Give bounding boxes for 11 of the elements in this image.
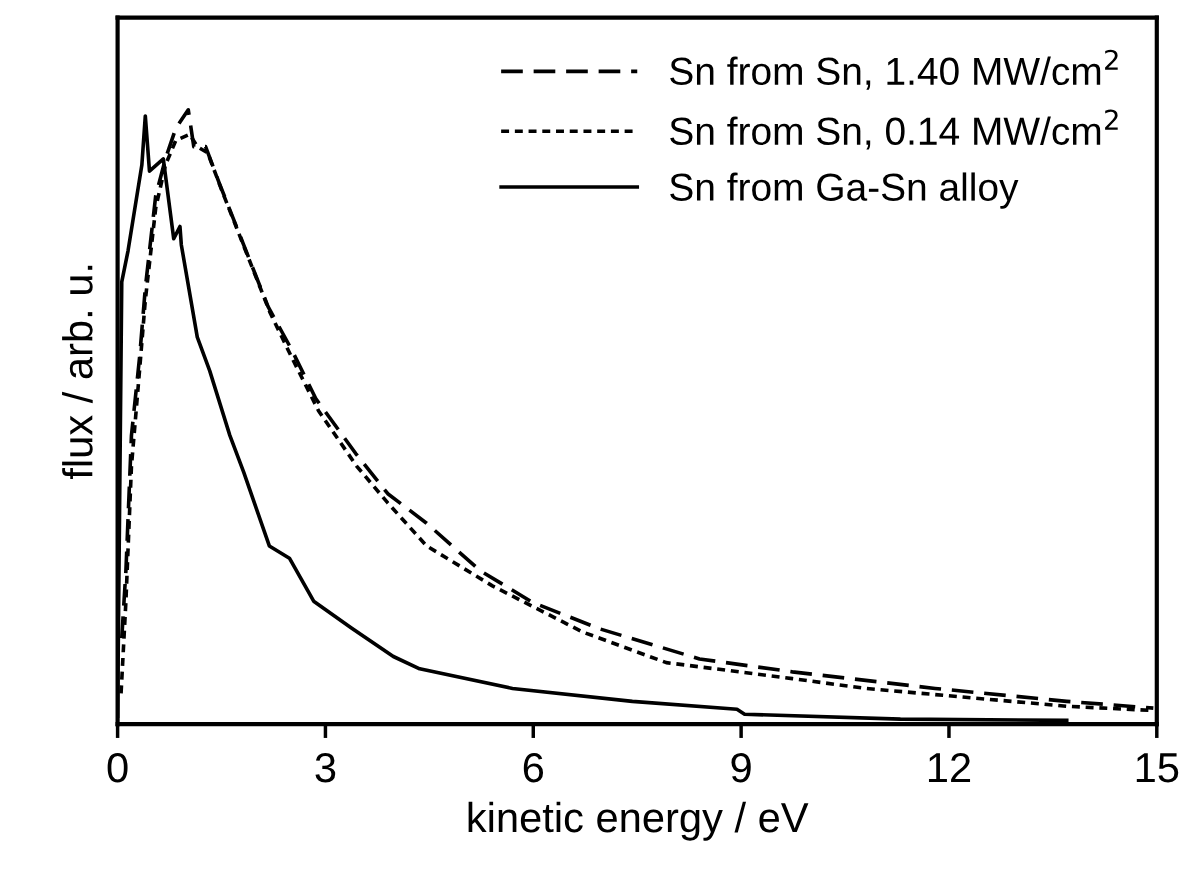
legend-label: Sn from Sn, 1.40 MW/cm$^{2}$ [670, 49, 1118, 90]
y-axis-title: flux / arb. u. [62, 265, 93, 480]
legend-label: Sn from Sn, 0.14 MW/cm$^{2}$ [670, 109, 1118, 150]
x-tick-label: 12 [928, 752, 971, 783]
x-axis-title: kinetic energy / eV [468, 801, 809, 841]
x-tick-label: 0 [107, 752, 128, 783]
legend-label: Sn from Ga-Sn alloy [670, 172, 1019, 209]
x-tick-label: 9 [731, 752, 751, 783]
x-tick-label: 3 [315, 752, 336, 783]
x-tick-label: 6 [523, 752, 544, 783]
x-tick-label: 15 [1136, 753, 1179, 783]
